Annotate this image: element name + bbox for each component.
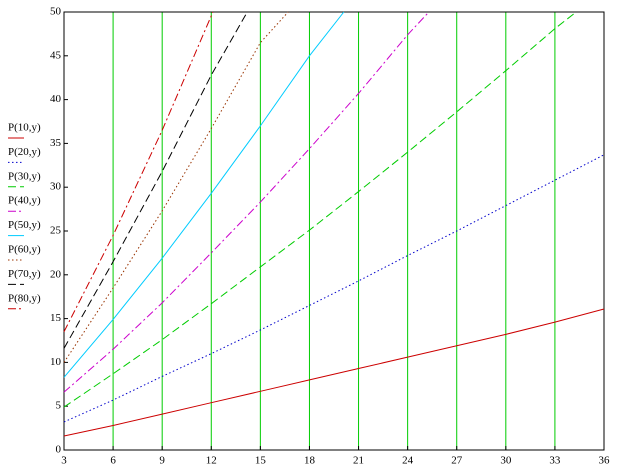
- data-line: [63, 154, 605, 423]
- y-tick-label: 30: [50, 181, 62, 193]
- y-tick-label: 20: [50, 268, 62, 280]
- data-line: [63, 308, 605, 437]
- x-tick-label: 9: [159, 455, 165, 467]
- x-tick-label: 6: [110, 455, 116, 467]
- x-tick-label: 3: [61, 455, 67, 467]
- x-tick-label: 33: [549, 455, 561, 467]
- data-line: [63, 11, 430, 393]
- plot-frame: [63, 11, 605, 451]
- y-tick-label: 15: [50, 312, 62, 324]
- y-tick-label: 45: [50, 49, 62, 61]
- x-tick-label: 12: [206, 455, 217, 467]
- data-line: [63, 11, 345, 378]
- y-tick-label: 25: [50, 225, 62, 237]
- legend-label: P(10,y): [8, 122, 41, 134]
- y-tick-label: 10: [50, 356, 62, 368]
- legend-label: P(50,y): [8, 219, 41, 231]
- y-tick-label: 40: [50, 93, 62, 105]
- x-tick-label: 24: [402, 455, 414, 467]
- x-tick-label: 27: [451, 455, 463, 467]
- legend-label: P(40,y): [8, 195, 41, 207]
- legend-label: P(80,y): [8, 292, 41, 304]
- x-tick-label: 15: [255, 455, 267, 467]
- data-line: [63, 11, 248, 349]
- x-tick-label: 30: [500, 455, 512, 467]
- legend-label: P(70,y): [8, 268, 41, 280]
- legend-label: P(60,y): [8, 244, 41, 256]
- data-line: [63, 11, 577, 408]
- data-line: [63, 11, 214, 332]
- legend-label: P(20,y): [8, 146, 41, 158]
- y-tick-label: 5: [56, 400, 62, 412]
- x-tick-label: 21: [353, 455, 364, 467]
- y-tick-label: 0: [56, 444, 62, 456]
- legend-label: P(30,y): [8, 170, 41, 182]
- x-tick-label: 18: [304, 455, 316, 467]
- x-tick-label: 36: [599, 455, 611, 467]
- y-tick-label: 50: [50, 6, 62, 18]
- data-line: [63, 11, 289, 363]
- y-tick-label: 35: [50, 137, 62, 149]
